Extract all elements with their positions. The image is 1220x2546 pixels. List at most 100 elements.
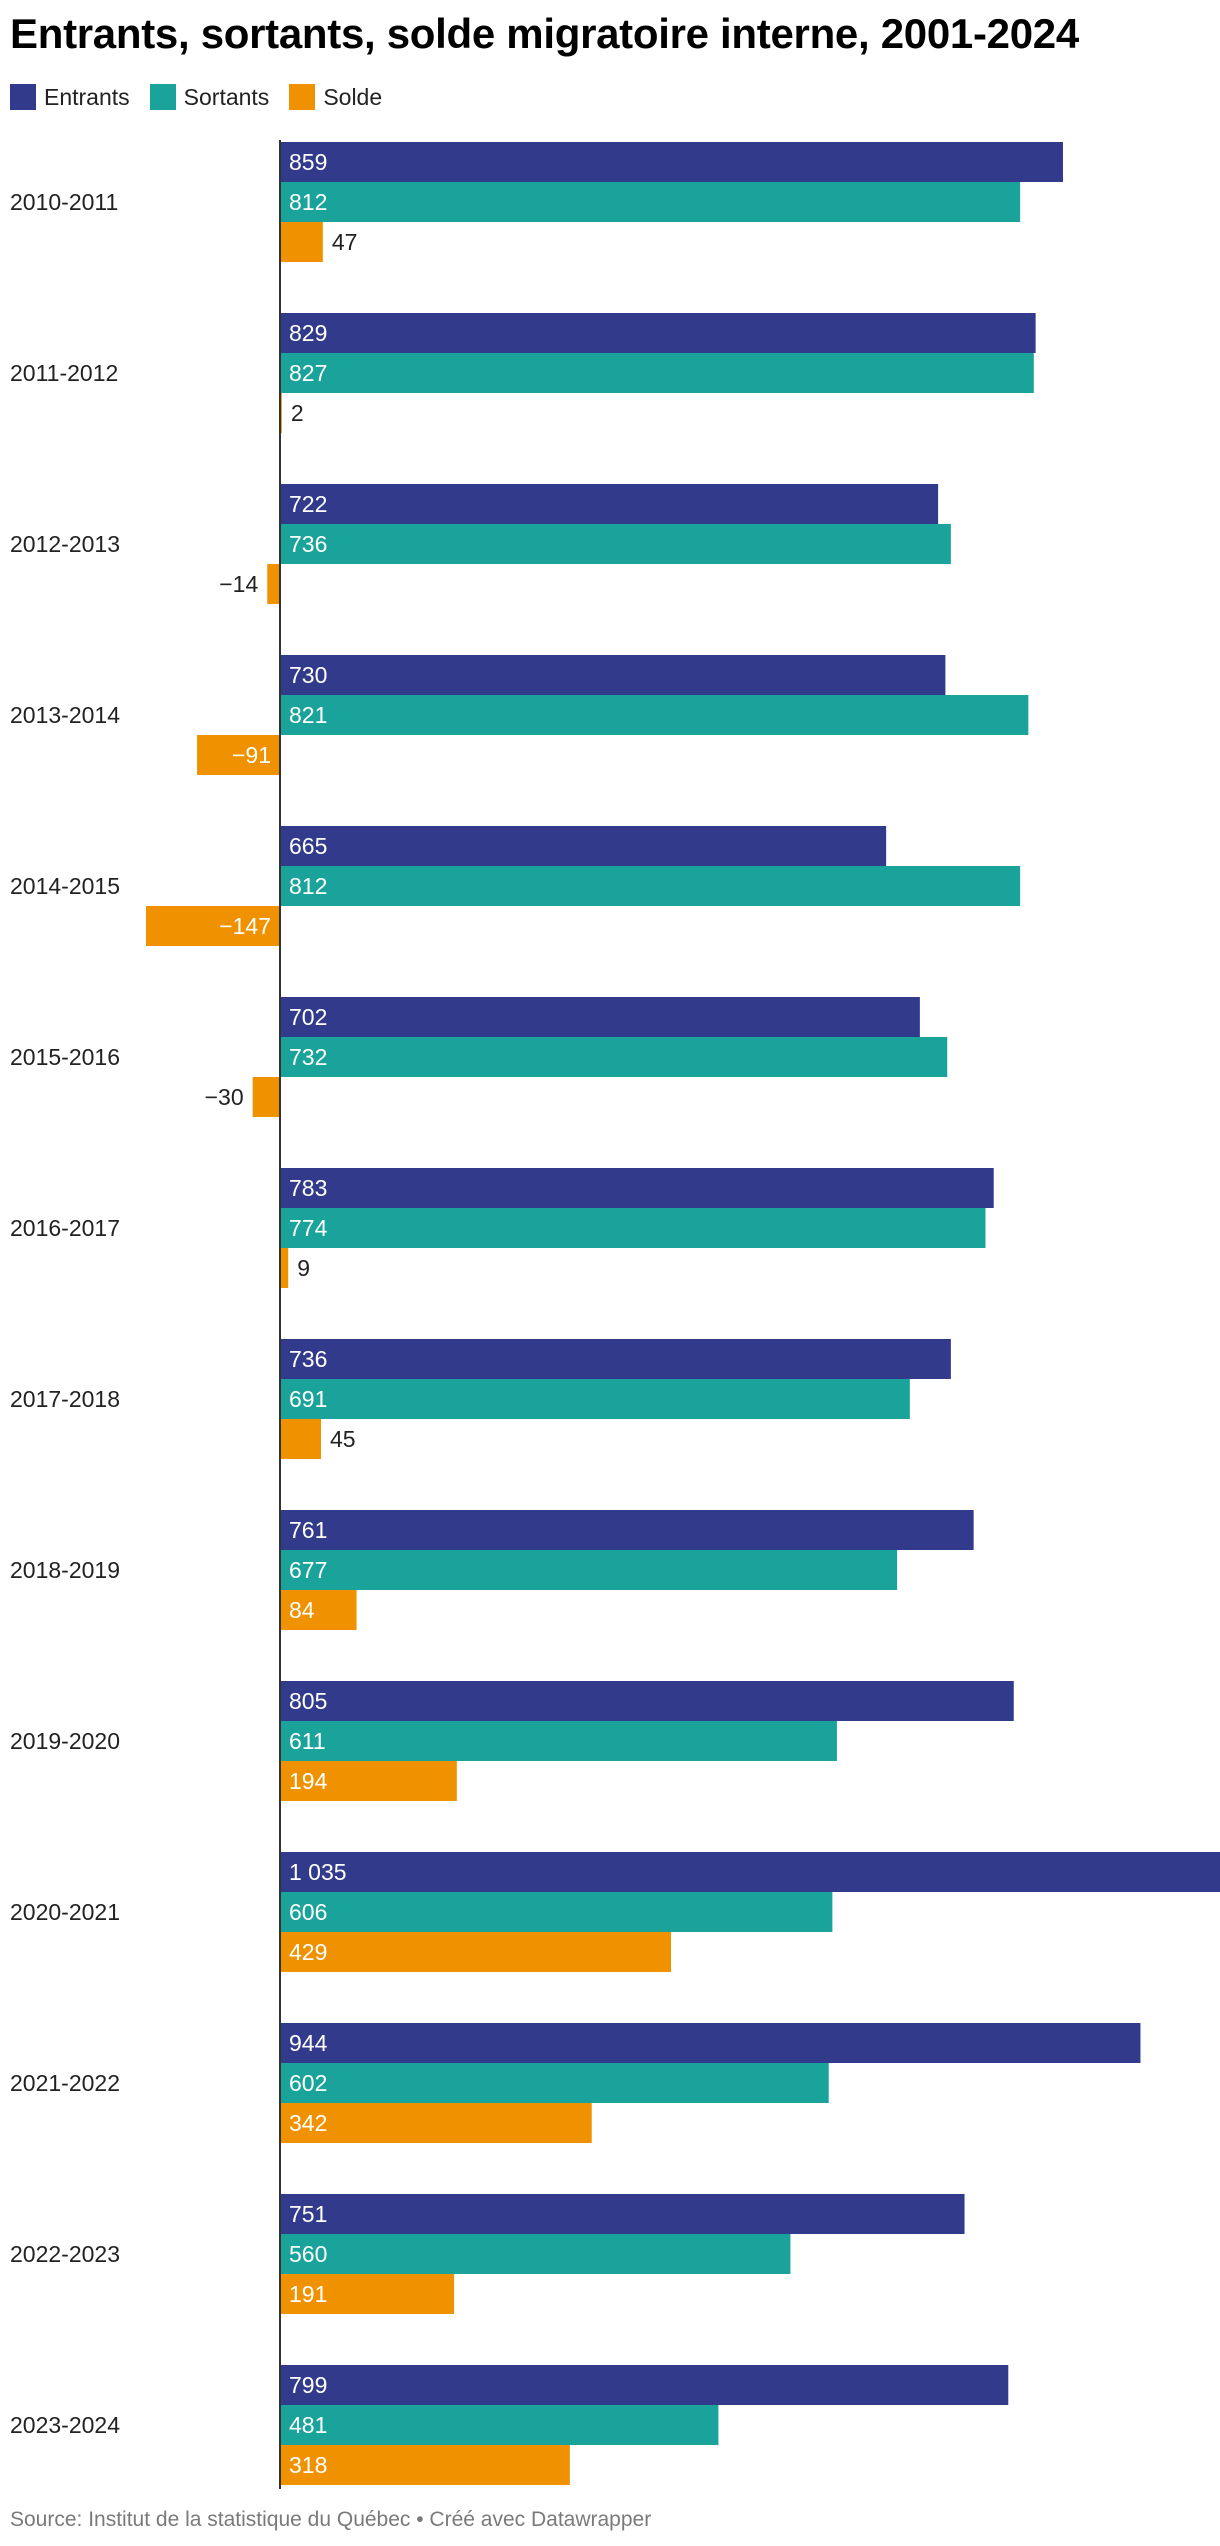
legend-item-entrants: Entrants [10, 84, 130, 111]
value-label-sortants: 481 [289, 2412, 327, 2438]
bar-solde [252, 1077, 280, 1117]
value-label-entrants: 799 [289, 2372, 327, 2398]
bar-sortants [280, 2063, 829, 2103]
bar-entrants [280, 1852, 1220, 1892]
bar-sortants [280, 2234, 791, 2274]
legend-item-sortants: Sortants [149, 83, 270, 111]
value-label-entrants: 829 [289, 320, 327, 346]
value-label-entrants: 805 [289, 1688, 327, 1714]
bar-entrants [280, 142, 1063, 182]
bar-solde [267, 564, 280, 604]
category-label: 2010-2011 [10, 189, 118, 215]
bar-sortants [280, 695, 1029, 735]
category-label: 2022-2023 [10, 2241, 120, 2267]
bar-sortants [280, 182, 1021, 222]
value-label-sortants: 611 [289, 1728, 326, 1754]
value-label-sortants: 812 [289, 189, 327, 215]
bar-entrants [280, 1339, 951, 1379]
value-label-entrants: 1 035 [289, 1859, 347, 1885]
value-label-sortants: 602 [289, 2070, 327, 2096]
value-label-solde: 191 [289, 2281, 327, 2307]
legend-label: Sortants [183, 83, 270, 110]
value-label-solde: 194 [289, 1768, 328, 1794]
bar-group: 2019-2020 805 611 194 [10, 1681, 1014, 1801]
bar-solde [280, 2445, 570, 2485]
value-label-solde: 318 [289, 2452, 327, 2478]
bar-entrants [280, 313, 1036, 353]
value-label-entrants: 702 [289, 1004, 327, 1030]
value-label-solde: 429 [289, 1939, 327, 1965]
bar-group: 2023-2024 799 481 318 [10, 2365, 1009, 2485]
value-label-solde: −91 [232, 742, 271, 768]
bar-entrants [280, 1510, 974, 1550]
value-label-solde: −147 [219, 913, 271, 939]
value-label-sortants: 606 [289, 1899, 327, 1925]
bar-group: 2018-2019 761 677 84 [10, 1510, 974, 1630]
value-label-solde: −30 [205, 1084, 244, 1110]
bar-group: 2014-2015 665 812 −147 [10, 826, 1021, 946]
category-label: 2021-2022 [10, 2070, 120, 2096]
bar-group: 2016-2017 783 774 9 [10, 1168, 994, 1288]
category-label: 2017-2018 [10, 1386, 120, 1412]
bar-entrants [280, 655, 946, 695]
value-label-sortants: 732 [289, 1044, 327, 1070]
bar-group: 2022-2023 751 560 191 [10, 2194, 965, 2314]
bar-group: 2013-2014 730 821 −91 [10, 655, 1029, 775]
category-label: 2016-2017 [10, 1215, 120, 1241]
bar-sortants [280, 1208, 986, 1248]
value-label-entrants: 944 [289, 2030, 328, 2056]
legend-swatch [149, 84, 176, 110]
legend: Entrants Sortants Solde [10, 80, 402, 114]
category-label: 2023-2024 [10, 2412, 120, 2438]
bar-sortants [280, 1892, 833, 1932]
value-label-sortants: 812 [289, 873, 327, 899]
bar-entrants [280, 484, 939, 524]
bar-entrants [280, 2194, 965, 2234]
value-label-solde: 45 [330, 1426, 356, 1452]
value-label-entrants: 751 [289, 2201, 327, 2227]
bar-solde [280, 2274, 455, 2314]
value-label-sortants: 560 [289, 2241, 327, 2267]
value-label-entrants: 730 [289, 662, 327, 688]
chart-title: Entrants, sortants, solde migratoire int… [10, 10, 1079, 57]
legend-item-solde: Solde [289, 84, 382, 111]
bar-group: 2011-2012 829 827 2 [10, 313, 1036, 433]
value-label-sortants: 821 [289, 702, 327, 728]
source-footer: Source: Institut de la statistique du Qu… [10, 2508, 652, 2531]
category-label: 2019-2020 [10, 1728, 120, 1754]
bar-entrants [280, 2023, 1141, 2063]
value-label-entrants: 665 [289, 833, 327, 859]
value-label-sortants: 736 [289, 531, 327, 557]
bar-solde [280, 1761, 457, 1801]
bar-solde [146, 906, 280, 946]
value-label-solde: 2 [291, 400, 304, 426]
bar-group: 2021-2022 944 602 342 [10, 2023, 1141, 2143]
bar-sortants [280, 1721, 837, 1761]
bar-sortants [280, 866, 1021, 906]
legend-label: Entrants [44, 83, 130, 110]
value-label-entrants: 736 [289, 1346, 327, 1372]
value-label-solde: 47 [332, 229, 358, 255]
bar-entrants [280, 1168, 994, 1208]
bar-solde [280, 1248, 289, 1288]
legend-swatch [289, 84, 316, 110]
bar-entrants [280, 826, 887, 866]
value-label-entrants: 859 [289, 149, 327, 175]
bar-entrants [280, 997, 920, 1037]
bar-solde [280, 222, 323, 262]
category-label: 2014-2015 [10, 873, 120, 899]
legend-swatch [10, 84, 36, 110]
legend-label: Solde [323, 83, 383, 110]
value-label-entrants: 722 [289, 491, 327, 517]
category-label: 2018-2019 [10, 1557, 120, 1583]
value-label-solde: −14 [219, 571, 258, 597]
category-label: 2012-2013 [10, 531, 120, 557]
bar-sortants [280, 2405, 719, 2445]
value-label-solde: 9 [297, 1255, 310, 1281]
bar-solde [197, 735, 280, 775]
value-label-entrants: 783 [289, 1175, 327, 1201]
bar-entrants [280, 2365, 1009, 2405]
value-label-solde: 84 [289, 1597, 315, 1623]
